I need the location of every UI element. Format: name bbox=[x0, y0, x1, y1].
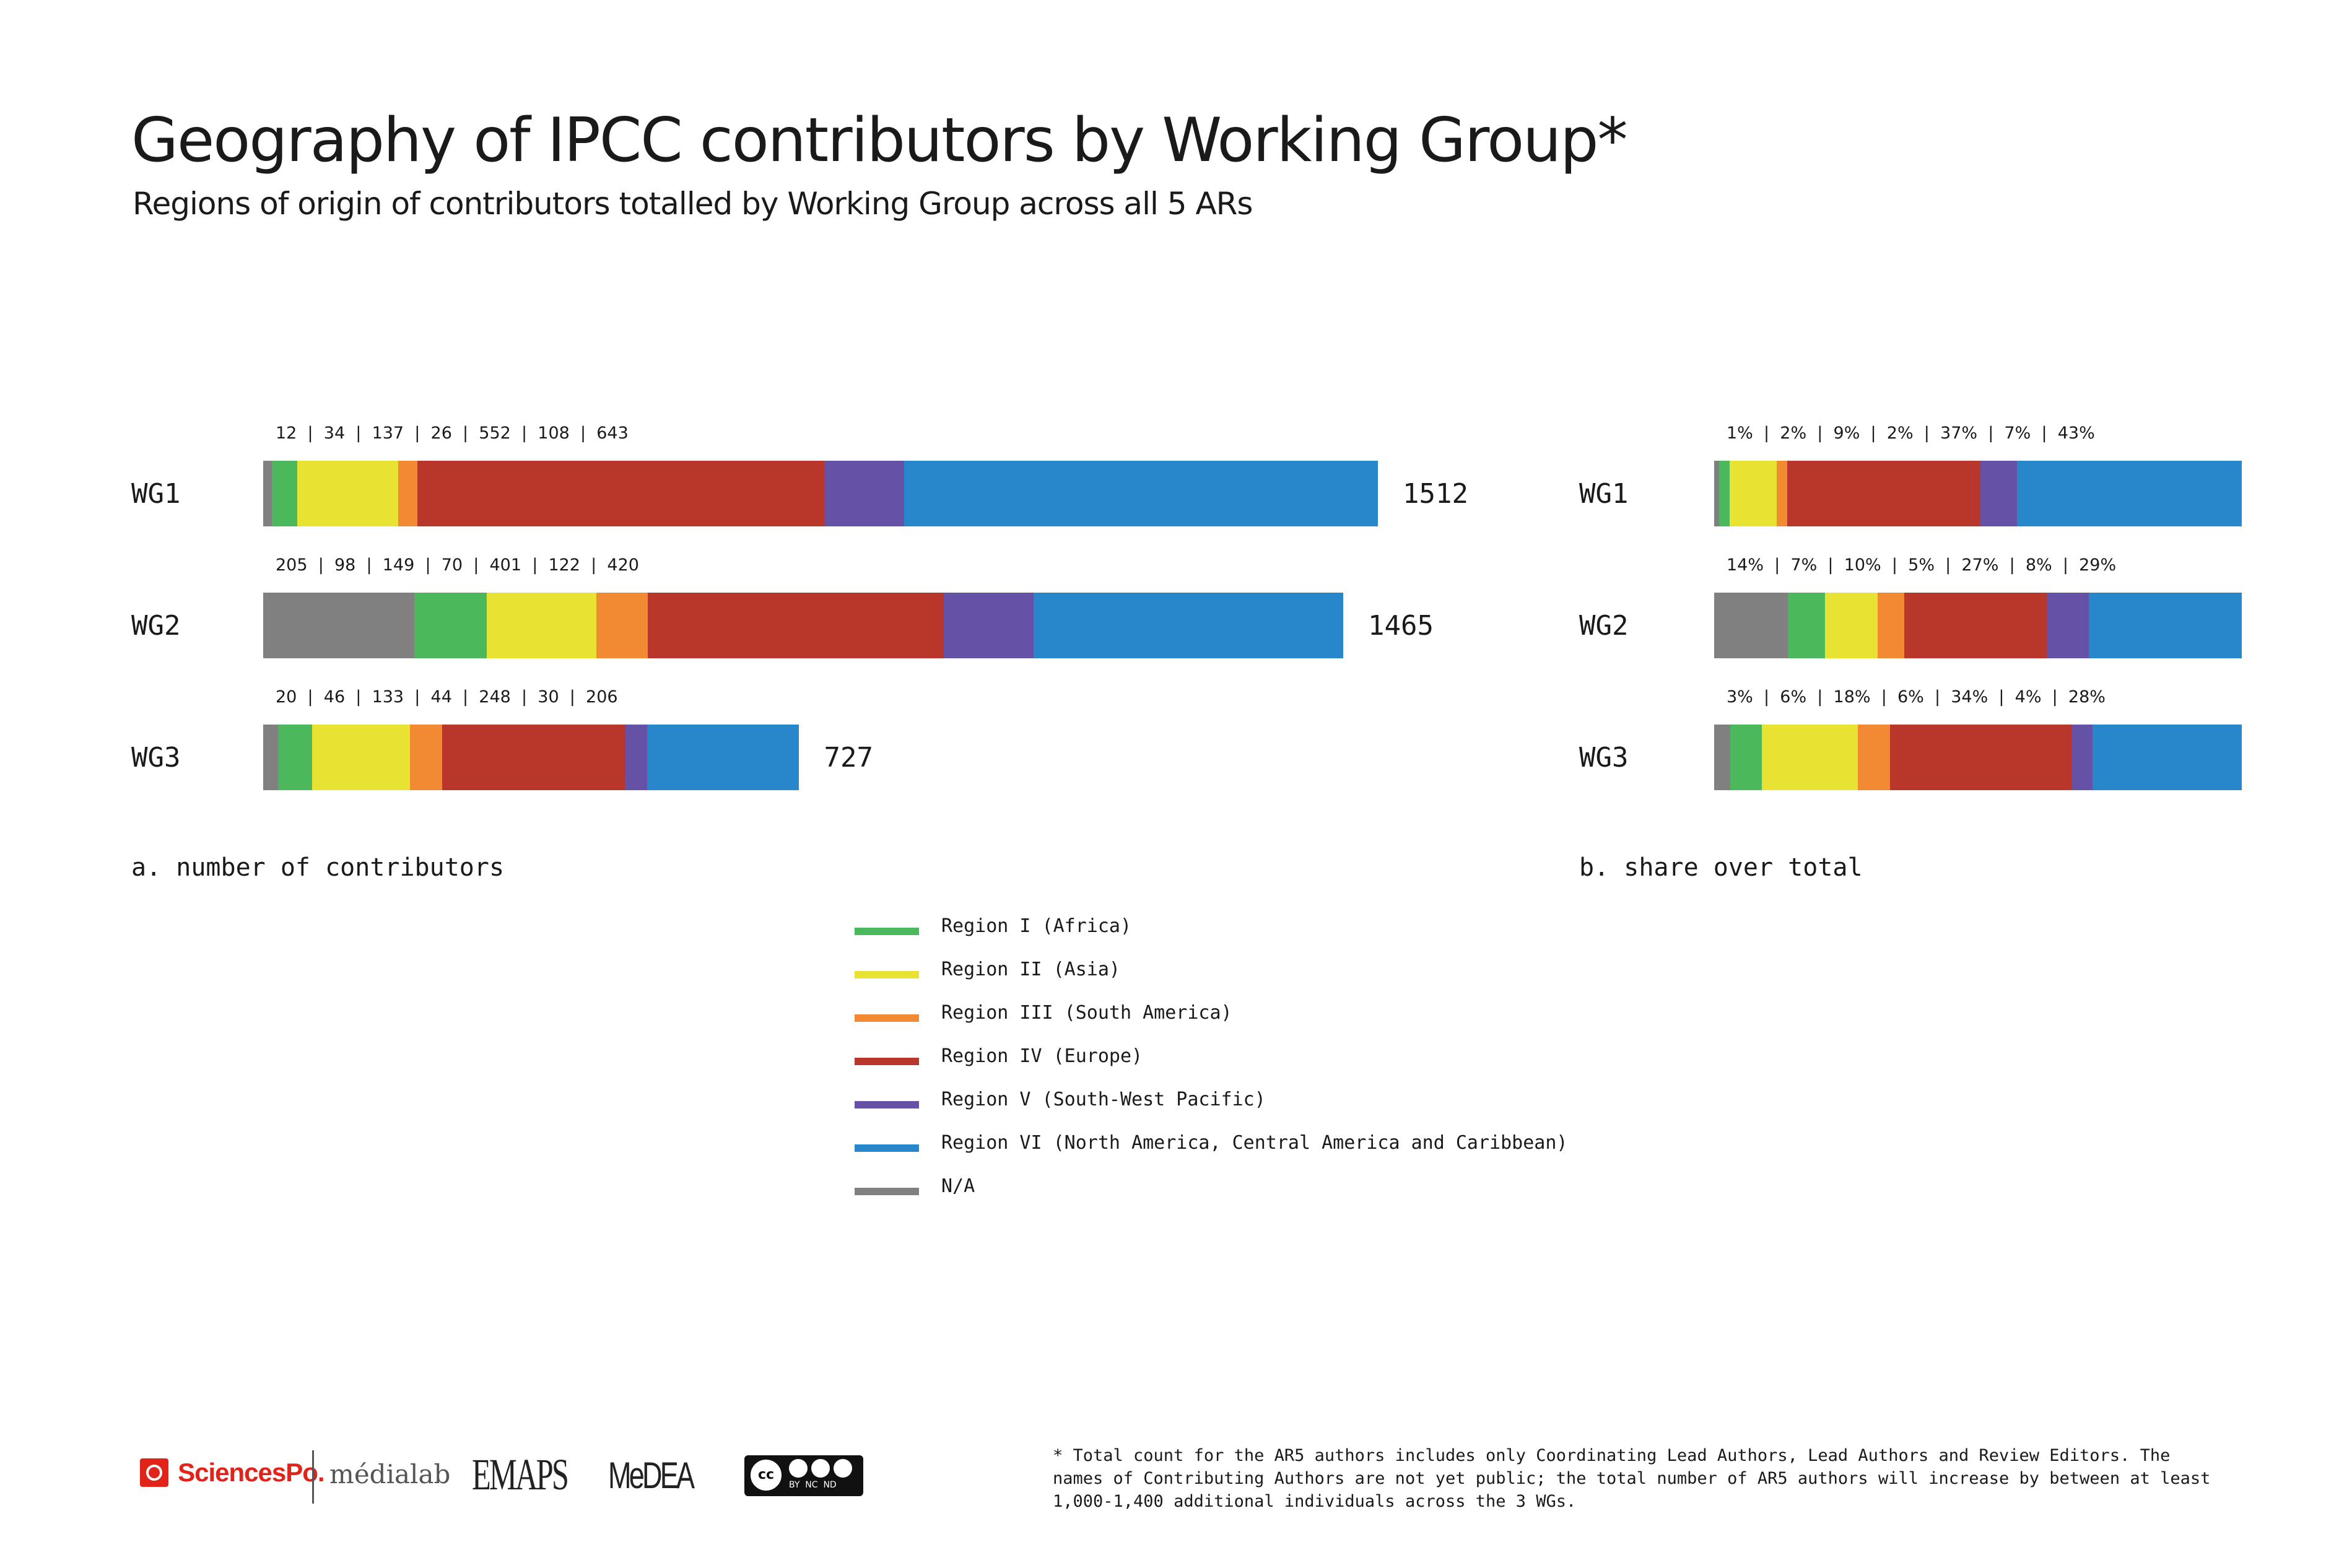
logo-divider bbox=[312, 1450, 314, 1504]
chart-subtitle: Regions of origin of contributors totall… bbox=[133, 186, 1253, 222]
nc-icon bbox=[811, 1459, 830, 1478]
value-labels-wg1: 12 | 34 | 137 | 26 | 552 | 108 | 643 bbox=[276, 424, 629, 443]
value-labels-wg2: 205 | 98 | 149 | 70 | 401 | 122 | 420 bbox=[276, 555, 639, 575]
legend-swatch-na bbox=[855, 1188, 919, 1195]
bar-segment-wg3-southwest-pacific bbox=[2071, 725, 2093, 790]
row-label-wg3: WG3 bbox=[1579, 742, 1629, 773]
legend-swatch-southwest-pacific bbox=[855, 1101, 919, 1108]
row-label-wg1: WG1 bbox=[1579, 478, 1629, 510]
legend-label-europe: Region IV (Europe) bbox=[941, 1045, 1143, 1067]
caption-number-of-contributors: a. number of contributors bbox=[131, 853, 505, 882]
bar-segment-wg3-asia bbox=[1762, 725, 1858, 790]
value-labels-wg3: 20 | 46 | 133 | 44 | 248 | 30 | 206 bbox=[276, 687, 618, 707]
bar-segment-wg2-europe bbox=[1904, 593, 2047, 658]
bar-segment-wg3-na bbox=[263, 725, 278, 790]
nd-icon bbox=[834, 1459, 852, 1478]
legend-label-southwest-pacific: Region V (South-West Pacific) bbox=[941, 1089, 1266, 1110]
bar-segment-wg1-europe bbox=[1787, 461, 1981, 526]
legend-swatch-asia bbox=[855, 971, 919, 978]
bar-segment-wg2-southwest-pacific bbox=[2046, 593, 2089, 658]
bar-segment-wg3-europe bbox=[442, 725, 625, 790]
medialab-logo: médialab bbox=[329, 1459, 451, 1489]
footnote: * Total count for the AR5 authors includ… bbox=[1053, 1446, 2211, 1511]
bar-segment-wg2-south-america bbox=[1878, 593, 1904, 658]
sciencespo-emblem-icon bbox=[140, 1458, 168, 1487]
bar-segment-wg2-southwest-pacific bbox=[943, 593, 1034, 658]
legend-label-africa: Region I (Africa) bbox=[941, 915, 1132, 937]
bar-segment-wg1-southwest-pacific bbox=[824, 461, 904, 526]
bar-segment-wg3-south-america bbox=[1858, 725, 1890, 790]
bar-segment-wg3-europe bbox=[1890, 725, 2071, 790]
value-labels-wg1: 1% | 2% | 9% | 2% | 37% | 7% | 43% bbox=[1727, 424, 2095, 443]
bar-segment-wg1-south-america bbox=[1777, 461, 1788, 526]
bar-segment-wg2-na bbox=[1714, 593, 1788, 658]
total-label-wg1: 1512 bbox=[1403, 478, 1468, 510]
bar-segment-wg1-southwest-pacific bbox=[1980, 461, 2018, 526]
row-label-wg2: WG2 bbox=[1579, 610, 1629, 642]
legend-label-na: N/A bbox=[941, 1175, 975, 1197]
bar-segment-wg3-asia bbox=[311, 725, 410, 790]
bar-segment-wg1-asia bbox=[297, 461, 398, 526]
legend-label-south-america: Region III (South America) bbox=[941, 1002, 1232, 1024]
legend-swatch-africa bbox=[855, 928, 919, 935]
creative-commons-badge: cc BY NC ND bbox=[744, 1455, 863, 1496]
bar-segment-wg2-south-america bbox=[596, 593, 648, 658]
row-label-wg2: WG2 bbox=[131, 610, 181, 642]
bar-segment-wg3-south-america bbox=[409, 725, 443, 790]
bar-segment-wg1-north-america bbox=[904, 461, 1378, 526]
bar-segment-wg3-north-america bbox=[2093, 725, 2242, 790]
medea-logo: MeDEA bbox=[608, 1455, 695, 1496]
bar-segment-wg3-na bbox=[1714, 725, 1730, 790]
bar-segment-wg3-africa bbox=[1730, 725, 1762, 790]
bar-segment-wg3-southwest-pacific bbox=[625, 725, 648, 790]
bar-segment-wg1-south-america bbox=[398, 461, 417, 526]
bar-segment-wg3-africa bbox=[277, 725, 312, 790]
bar-segment-wg1-africa bbox=[1719, 461, 1730, 526]
sciencespo-logo: SciencesPo. bbox=[140, 1458, 325, 1487]
row-label-wg1: WG1 bbox=[131, 478, 181, 510]
bar-segment-wg1-na bbox=[1714, 461, 1720, 526]
row-label-wg3: WG3 bbox=[131, 742, 181, 773]
legend-label-north-america: Region VI (North America, Central Americ… bbox=[941, 1132, 1568, 1154]
total-label-wg2: 1465 bbox=[1368, 610, 1434, 642]
by-icon bbox=[789, 1459, 808, 1478]
emaps-logo: EMAPS bbox=[472, 1450, 569, 1499]
bar-segment-wg2-na bbox=[263, 593, 415, 658]
legend-swatch-europe bbox=[855, 1058, 919, 1065]
bar-segment-wg2-north-america bbox=[2088, 593, 2242, 658]
legend-swatch-south-america bbox=[855, 1014, 919, 1022]
bar-segment-wg1-africa bbox=[272, 461, 297, 526]
bar-segment-wg2-europe bbox=[648, 593, 944, 658]
bar-segment-wg2-north-america bbox=[1034, 593, 1344, 658]
value-labels-wg2: 14% | 7% | 10% | 5% | 27% | 8% | 29% bbox=[1727, 555, 2117, 575]
cc-terms: BY NC ND bbox=[789, 1480, 837, 1490]
bar-segment-wg1-europe bbox=[417, 461, 824, 526]
value-labels-wg3: 3% | 6% | 18% | 6% | 34% | 4% | 28% bbox=[1727, 687, 2106, 707]
bar-segment-wg1-asia bbox=[1730, 461, 1777, 526]
legend-swatch-north-america bbox=[855, 1144, 919, 1152]
bar-segment-wg2-africa bbox=[1788, 593, 1825, 658]
bar-segment-wg1-na bbox=[263, 461, 272, 526]
cc-icon: cc bbox=[751, 1460, 782, 1491]
bar-segment-wg2-africa bbox=[414, 593, 487, 658]
chart-title: Geography of IPCC contributors by Workin… bbox=[131, 105, 1627, 176]
bar-segment-wg3-north-america bbox=[647, 725, 799, 790]
bar-segment-wg2-asia bbox=[1824, 593, 1878, 658]
caption-share-over-total: b. share over total bbox=[1579, 853, 1863, 882]
total-label-wg3: 727 bbox=[824, 742, 873, 773]
bar-segment-wg2-asia bbox=[486, 593, 597, 658]
legend-label-asia: Region II (Asia) bbox=[941, 959, 1120, 980]
bar-segment-wg1-north-america bbox=[2017, 461, 2242, 526]
